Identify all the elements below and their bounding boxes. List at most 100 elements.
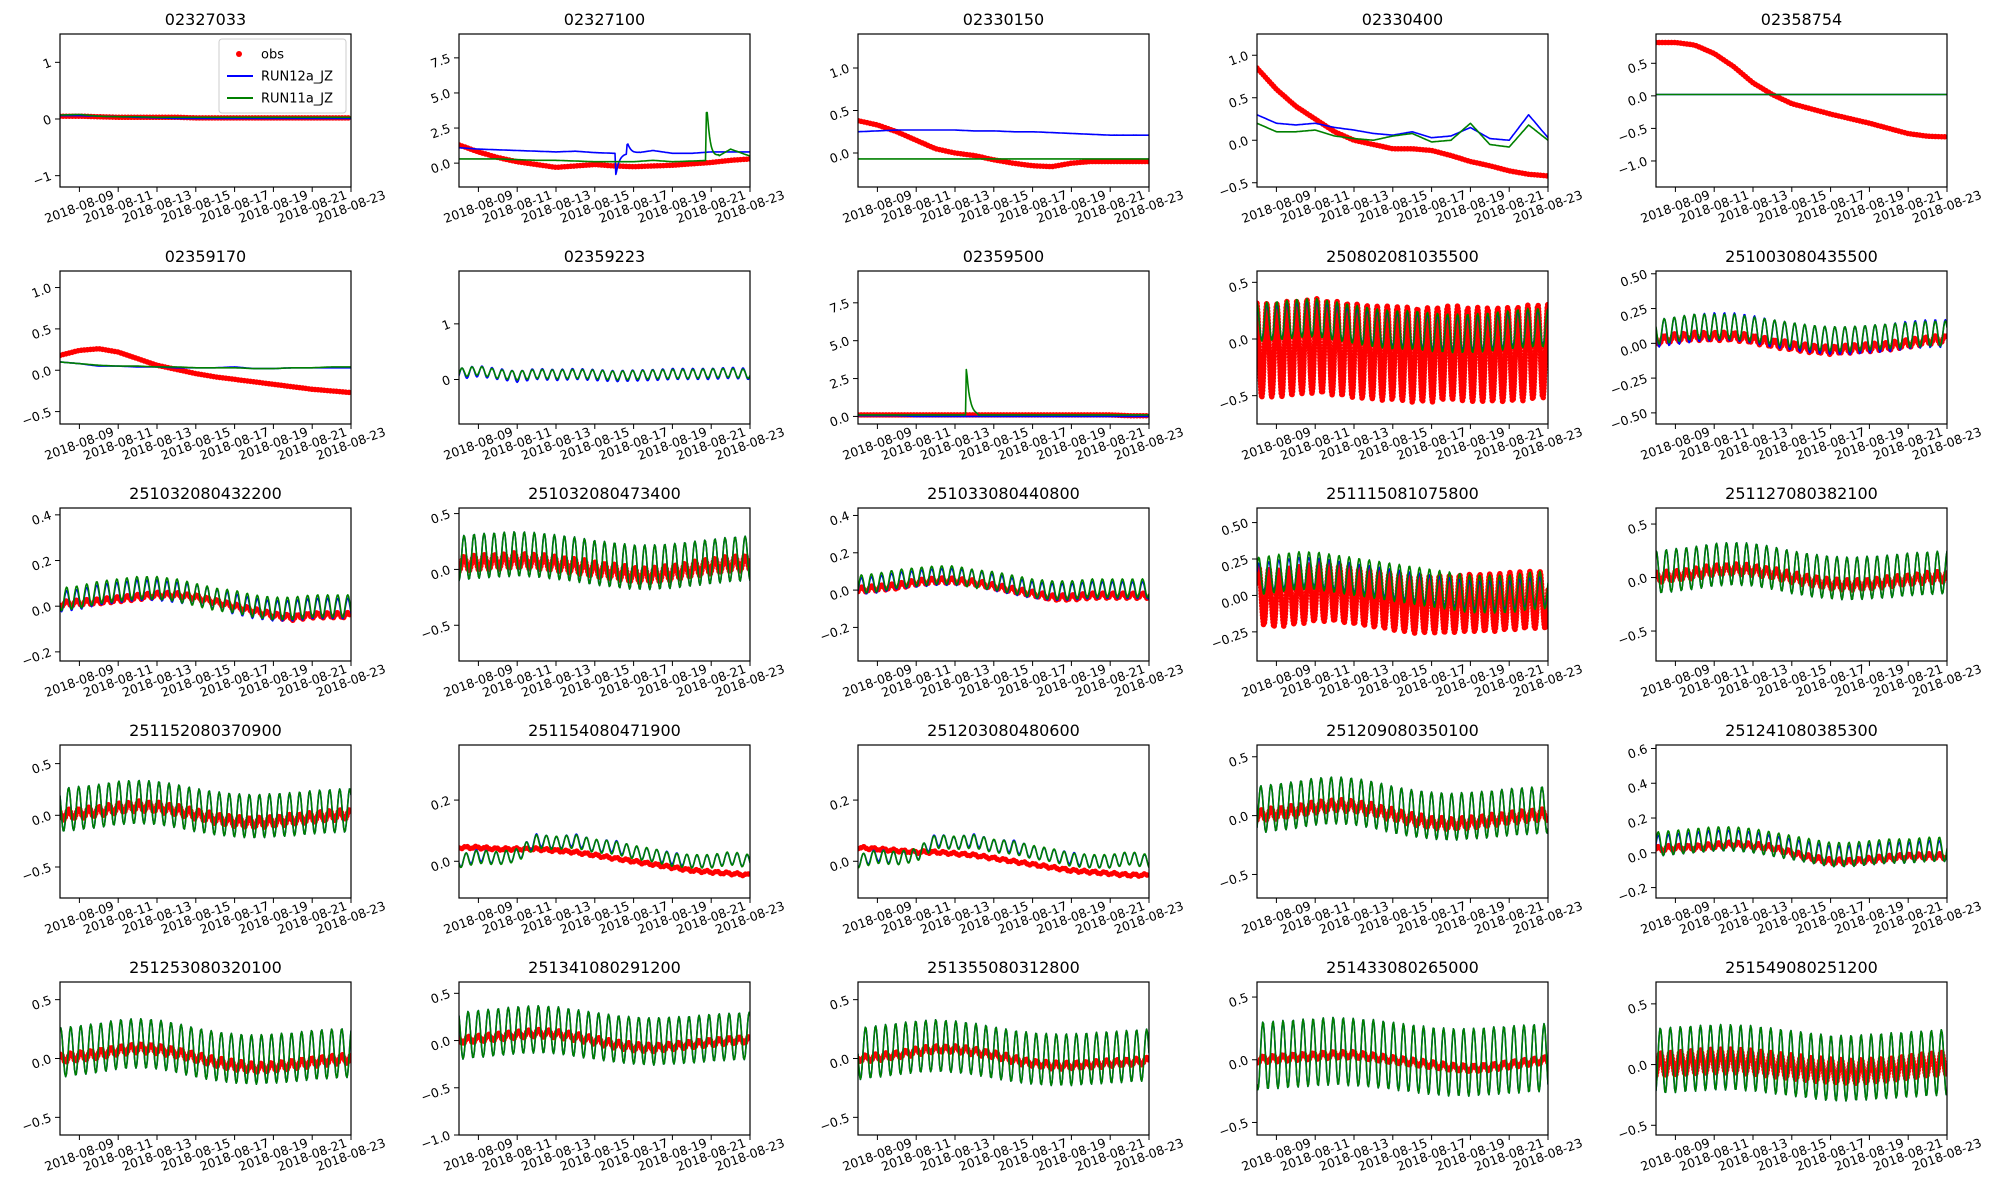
subplot-title: 251032080432200 [129, 484, 282, 503]
y-tick-label: 0.0 [828, 145, 852, 166]
axes-frame [1256, 507, 1549, 662]
axes-frame [458, 744, 751, 899]
y-tick-label: 0.2 [429, 793, 453, 814]
y-tick-label: −0.5 [1217, 388, 1251, 412]
y-tick-label: −0.5 [20, 1110, 54, 1134]
series-obs [459, 843, 750, 879]
series-obs [1656, 39, 1947, 140]
subplot-251355080312800: 251355080312800−0.50.00.52018-08-092018-… [818, 958, 1186, 1174]
y-tick-label: 0.5 [828, 103, 852, 124]
y-tick-label: 1.0 [30, 280, 54, 301]
y-tick-label: 0.0 [828, 409, 852, 430]
y-tick-label: 0.6 [1626, 741, 1650, 762]
series-RUN11a_JZ [1656, 1023, 1947, 1102]
y-tick-label: −0.5 [1217, 1115, 1251, 1139]
series-RUN12a_JZ [459, 143, 750, 176]
y-tick-label: 0.5 [1626, 56, 1650, 77]
y-tick-label: 0.5 [30, 992, 54, 1013]
y-tick-label: 0.0 [1227, 1052, 1251, 1073]
y-tick-label: 0.0 [1626, 88, 1650, 109]
y-tick-label: 0.5 [1626, 996, 1650, 1017]
y-tick-label: 0.0 [1626, 570, 1650, 591]
subplot-251127080382100: 251127080382100−0.50.00.52018-08-092018-… [1616, 484, 1984, 700]
subplot-02358754: 02358754−1.0−0.50.00.52018-08-092018-08-… [1616, 10, 1984, 226]
series-RUN11a_JZ [1257, 122, 1548, 148]
axes-frame [1655, 744, 1948, 899]
y-tick-label: 1 [41, 55, 54, 72]
subplot-title: 02358754 [1761, 10, 1842, 29]
subplot-title: 251127080382100 [1725, 484, 1878, 503]
legend-label: obs [261, 48, 284, 63]
series-RUN11a_JZ [459, 365, 750, 381]
subplot-02327100: 023271000.02.55.07.52018-08-092018-08-11… [429, 10, 787, 226]
y-tick-label: 0.0 [30, 599, 54, 620]
series-RUN11a_JZ [60, 361, 351, 370]
y-tick-label: 0.4 [30, 507, 54, 528]
axes-frame [1256, 33, 1549, 188]
series-RUN11a_JZ [459, 1004, 750, 1066]
subplot-title: 251152080370900 [129, 721, 282, 740]
y-tick-label: 0.5 [1626, 517, 1650, 538]
y-tick-label: 0.0 [828, 1051, 852, 1072]
series-RUN12a_JZ [1257, 114, 1548, 141]
y-tick-label: 0.0 [429, 854, 453, 875]
y-tick-label: −0.25 [1209, 624, 1250, 651]
series-RUN11a_JZ [1257, 550, 1548, 614]
series-obs [858, 843, 1149, 880]
y-tick-label: −0.25 [1608, 371, 1649, 398]
series-RUN11a_JZ [1257, 297, 1548, 354]
axes-frame [458, 270, 751, 425]
y-tick-label: 0.00 [1618, 336, 1649, 360]
y-tick-label: 0.0 [828, 583, 852, 604]
legend: obs RUN12a_JZ RUN11a_JZ [218, 38, 347, 114]
y-tick-label: 0 [41, 111, 54, 128]
series-RUN11a_JZ [858, 1018, 1149, 1087]
axes-frame [1655, 507, 1948, 662]
subplot-251115081075800: 251115081075800−0.250.000.250.502018-08-… [1209, 484, 1584, 700]
y-tick-label: 0.0 [1227, 331, 1251, 352]
series-RUN11a_JZ [1257, 1016, 1548, 1097]
y-tick-label: 0 [440, 372, 453, 389]
y-tick-label: 0.0 [429, 562, 453, 583]
y-tick-label: 0.50 [1618, 266, 1649, 290]
series-obs [60, 345, 351, 396]
y-tick-label: 0.2 [1626, 811, 1650, 832]
legend-label: RUN11a_JZ [261, 92, 333, 107]
subplot-title: 251033080440800 [927, 484, 1080, 503]
y-tick-label: 7.5 [429, 50, 453, 71]
y-tick-label: −0.2 [818, 620, 852, 644]
y-tick-label: 0.0 [30, 808, 54, 829]
y-tick-label: 0.0 [429, 156, 453, 177]
series-RUN11a_JZ [459, 111, 750, 163]
y-tick-label: −0.2 [20, 644, 54, 668]
y-tick-label: −0.50 [1608, 405, 1649, 432]
y-tick-label: −0.5 [20, 859, 54, 883]
series-RUN11a_JZ [60, 575, 351, 621]
series-RUN11a_JZ [1656, 541, 1947, 601]
axes-frame [857, 744, 1150, 899]
y-tick-label: 0.5 [1227, 749, 1251, 770]
y-tick-label: 0.5 [30, 321, 54, 342]
axes-frame [857, 270, 1150, 425]
subplot-title: 02359500 [963, 247, 1044, 266]
axes-frame [1256, 981, 1549, 1136]
y-tick-label: 0.0 [30, 363, 54, 384]
series-obs [1656, 561, 1947, 593]
series-obs [1257, 560, 1548, 637]
subplot-251032080473400: 251032080473400−0.50.00.52018-08-092018-… [419, 484, 787, 700]
subplot-title: 250802081035500 [1326, 247, 1479, 266]
y-tick-label: 1.0 [1227, 48, 1251, 69]
subplot-251549080251200: 251549080251200−0.50.00.52018-08-092018-… [1616, 958, 1984, 1174]
subplot-02359223: 02359223012018-08-092018-08-112018-08-13… [440, 247, 787, 463]
y-tick-label: 0.5 [429, 506, 453, 527]
series-obs [1257, 295, 1548, 406]
series-RUN11a_JZ [1656, 825, 1947, 868]
y-tick-label: 5.0 [828, 333, 852, 354]
y-tick-label: 0.0 [30, 1051, 54, 1072]
legend-marker-obs [236, 51, 242, 57]
series-obs [858, 117, 1149, 170]
subplot-title: 02330400 [1362, 10, 1443, 29]
subplot-title: 251032080473400 [528, 484, 681, 503]
series-obs [1257, 65, 1548, 179]
y-tick-label: −1.0 [1616, 153, 1650, 177]
